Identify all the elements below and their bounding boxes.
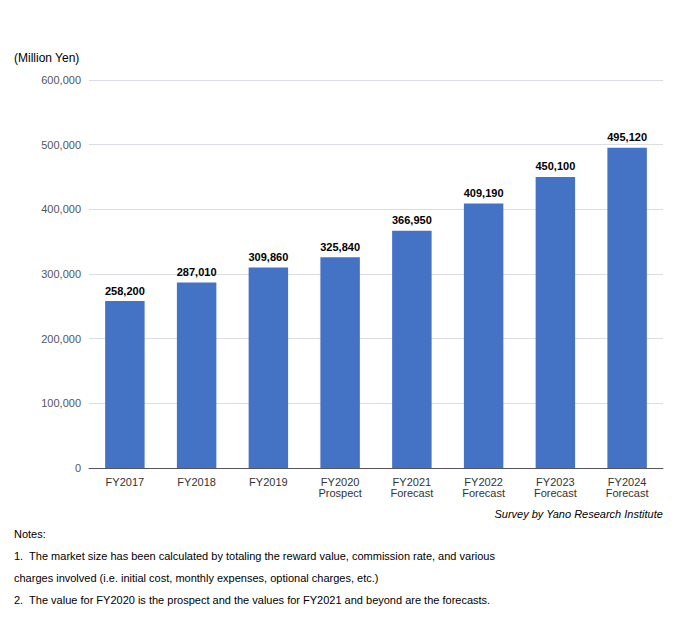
svg-text:258,200: 258,200 (105, 285, 145, 297)
svg-text:325,840: 325,840 (320, 241, 360, 253)
svg-text:Prospect: Prospect (318, 487, 361, 499)
svg-text:Forecast: Forecast (390, 487, 433, 499)
svg-text:287,010: 287,010 (177, 266, 217, 278)
svg-text:Forecast: Forecast (606, 487, 649, 499)
svg-text:409,190: 409,190 (464, 187, 504, 199)
svg-text:1. The market size has been c: 1. The market size has been calculated b… (14, 550, 495, 562)
svg-text:FY2020: FY2020 (320, 475, 360, 488)
svg-text:600,000: 600,000 (41, 74, 81, 86)
svg-text:FY2024: FY2024 (607, 475, 647, 488)
svg-text:495,120: 495,120 (607, 131, 647, 143)
svg-text:200,000: 200,000 (41, 333, 81, 345)
svg-text:Forecast: Forecast (462, 487, 505, 499)
svg-text:FY2022: FY2022 (464, 475, 503, 488)
svg-text:(Million Yen): (Million Yen) (14, 51, 79, 65)
svg-text:charges involved (i.e. initial: charges involved (i.e. initial cost, mon… (14, 572, 378, 584)
svg-text:400,000: 400,000 (41, 203, 81, 215)
svg-text:Forecast: Forecast (534, 487, 577, 499)
svg-text:300,000: 300,000 (41, 268, 81, 280)
svg-text:FY2021: FY2021 (392, 475, 432, 488)
svg-text:450,100: 450,100 (535, 160, 575, 172)
svg-text:100,000: 100,000 (41, 397, 81, 409)
svg-text:500,000: 500,000 (41, 139, 81, 151)
svg-text:309,860: 309,860 (248, 251, 288, 263)
svg-text:FY2023: FY2023 (536, 475, 575, 488)
svg-text:FY2017: FY2017 (106, 476, 145, 488)
svg-text:366,950: 366,950 (392, 214, 432, 226)
svg-text:Survey by Yano Research Instit: Survey by Yano Research Institute (494, 508, 662, 520)
svg-text:FY2019: FY2019 (249, 476, 288, 488)
svg-text:FY2018: FY2018 (177, 476, 216, 488)
svg-text:0: 0 (75, 462, 81, 474)
svg-text:Notes:: Notes: (14, 528, 46, 540)
svg-text:2. The value for FY2020 is th: 2. The value for FY2020 is the prospect … (14, 594, 490, 606)
